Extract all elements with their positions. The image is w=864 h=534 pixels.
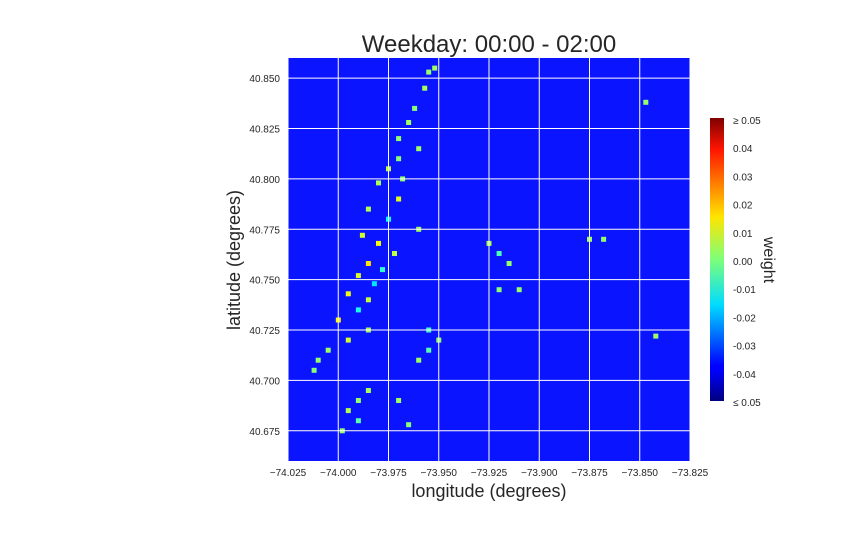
colorbar-tick-label: -0.03 (733, 342, 756, 353)
heatmap-cell (406, 422, 412, 428)
y-tick-label: 40.775 (249, 225, 280, 236)
heatmap-cell (432, 65, 438, 71)
heatmap-cell (516, 287, 522, 293)
heatmap-cell (426, 69, 432, 75)
heatmap-cell (355, 418, 361, 424)
heatmap-cell (396, 136, 402, 142)
y-axis-label: latitude (degrees) (224, 190, 244, 330)
heatmap-cell (365, 297, 371, 303)
x-tick-label: −73.925 (471, 468, 508, 479)
y-tick-label: 40.725 (249, 326, 280, 337)
y-tick-label: 40.850 (249, 74, 280, 85)
heatmap-cell (365, 388, 371, 393)
heatmap-cell (355, 273, 361, 279)
colorbar-tick-label: 0.03 (733, 172, 753, 183)
x-tick-label: −73.875 (571, 468, 608, 479)
heatmap-cell (365, 206, 371, 212)
colorbar: ≥ 0.05 0.04 0.03 0.02 0.01 0.00 -0.01 -0.02 -0.0… (710, 116, 777, 409)
heatmap-cell (653, 333, 659, 339)
heatmap-cell (396, 196, 402, 202)
colorbar-tick-label: 0.01 (733, 229, 753, 240)
heatmap-cell (380, 267, 385, 273)
heatmap-cell (422, 85, 428, 91)
heatmap-cell (396, 398, 402, 403)
colorbar-tick-label: ≥ 0.05 (733, 116, 761, 127)
heatmap-cell (345, 337, 351, 343)
heatmap-cell (315, 357, 321, 363)
heatmap-cell (345, 408, 351, 414)
colorbar-tick-label: -0.01 (733, 285, 756, 296)
heatmap-cell (416, 146, 422, 152)
y-tick-label: 40.750 (249, 276, 280, 287)
heatmap-cell (376, 180, 381, 186)
colorbar-tick-label: 0.00 (733, 257, 753, 268)
x-tick-label: −74.025 (270, 468, 307, 479)
x-tick-label: −73.900 (521, 468, 558, 479)
heatmap-cell (426, 347, 432, 353)
heatmap-cell (643, 99, 649, 105)
colorbar-tick-label: ≤ 0.05 (733, 398, 761, 409)
heatmap-cell (496, 287, 502, 293)
heatmap-cell (376, 240, 381, 246)
heatmap-cell (311, 367, 317, 373)
y-tick-labels: 40.675 40.700 40.725 40.750 40.775 40.800 40.8… (249, 74, 280, 438)
x-axis-label: longitude (degrees) (411, 481, 566, 501)
heatmap-cell (496, 251, 502, 256)
colorbar-label: weight (760, 236, 777, 284)
heatmap-cell (325, 347, 331, 353)
heatmap-cell (506, 261, 512, 266)
heatmap-cell (371, 281, 377, 287)
y-tick-label: 40.700 (249, 376, 280, 387)
x-tick-label: −73.850 (622, 468, 659, 479)
y-tick-label: 40.800 (249, 175, 280, 186)
chart-title: Weekday: 00:00 - 02:00 (362, 31, 616, 58)
grid-lines (287, 58, 691, 461)
heatmap-cell (392, 251, 397, 256)
colorbar-gradient (710, 118, 724, 401)
heatmap-cell (601, 236, 607, 242)
x-tick-labels: −74.025 −74.000 −73.975 −73.950 −73.925 −73.9… (270, 468, 709, 479)
colorbar-tick-label: -0.04 (733, 370, 756, 381)
x-tick-label: −73.975 (370, 468, 407, 479)
heatmap-cell (412, 105, 418, 111)
heatmap-cell (355, 307, 361, 313)
colorbar-tick-label: 0.04 (733, 144, 753, 155)
x-tick-label: −73.825 (672, 468, 709, 479)
colorbar-tick-label: 0.02 (733, 201, 753, 212)
heatmap-cell (365, 261, 371, 266)
y-tick-label: 40.675 (249, 427, 280, 438)
colorbar-tick-labels: ≥ 0.05 0.04 0.03 0.02 0.01 0.00 -0.01 -0.02 -0.0… (733, 116, 761, 409)
y-tick-label: 40.825 (249, 125, 280, 136)
heatmap-cell (396, 156, 402, 162)
heatmap-cell (355, 398, 361, 403)
heatmap-cell (406, 120, 412, 125)
heatmap-cell (345, 291, 351, 297)
plot-area (287, 58, 691, 461)
x-tick-label: −73.950 (421, 468, 458, 479)
x-tick-label: −74.000 (320, 468, 357, 479)
heatmap-cell (359, 232, 365, 238)
colorbar-tick-label: -0.02 (733, 313, 756, 324)
heatmap-cell (416, 357, 422, 363)
